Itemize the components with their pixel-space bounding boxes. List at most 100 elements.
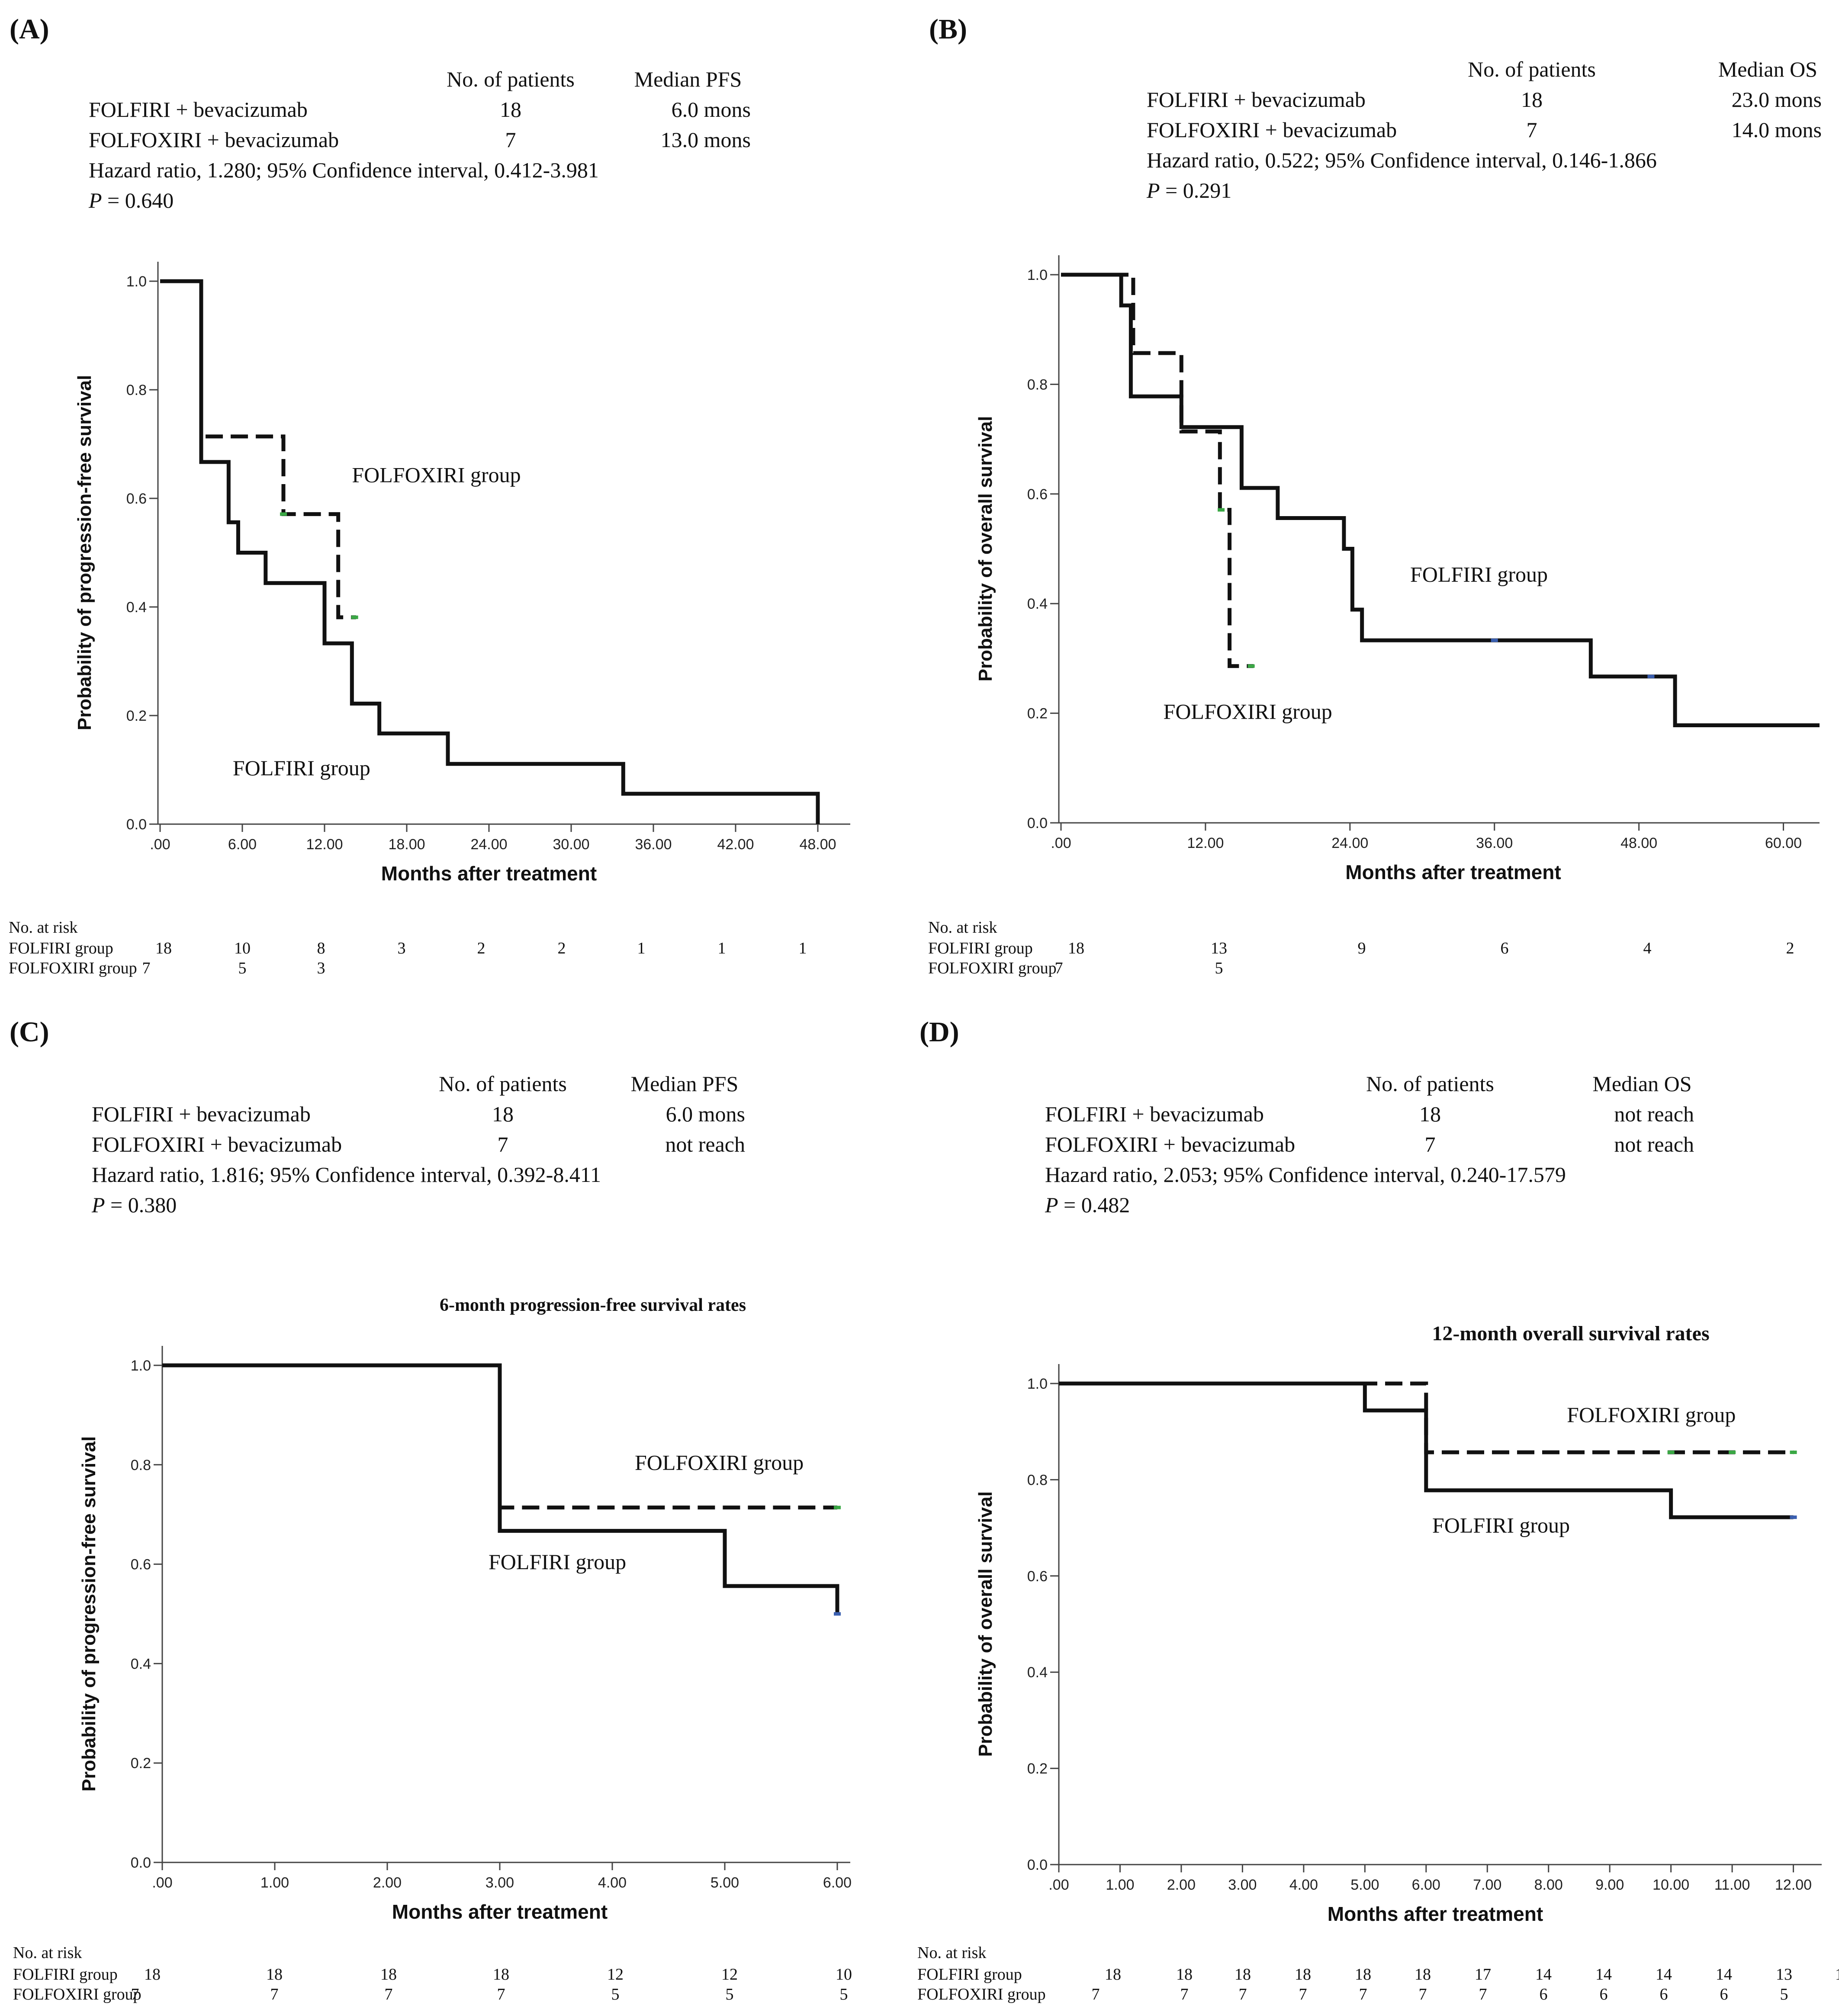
risk-table-header: No. at risk <box>917 1944 987 1962</box>
risk-count: 14 <box>1535 1965 1552 1984</box>
chart-title: 12-month overall survival rates <box>1432 1322 1709 1345</box>
risk-count: 5 <box>238 959 247 977</box>
legend: No. of patients Median PFS FOLFIRI + bev… <box>92 1069 784 1220</box>
p-value: = 0.482 <box>1058 1193 1130 1217</box>
x-tick-label: 9.00 <box>1595 1877 1624 1893</box>
legend-row-n: 18 <box>492 1102 514 1126</box>
legend-row-name: FOLFIRI + bevacizumab <box>1045 1102 1264 1126</box>
x-axis-label: Months after treatment <box>381 862 597 885</box>
y-tick-label: 0.4 <box>1027 596 1048 612</box>
km-plot: 0.0 0.2 0.4 0.6 0.8 1.0 .00 6.00 12.00 18.00 24.00… <box>74 262 850 885</box>
x-tick-label: 10.00 <box>1653 1877 1689 1893</box>
legend-row-median: not reach <box>665 1132 745 1156</box>
p-label: P <box>89 188 102 212</box>
y-tick-label: 0.6 <box>126 491 147 507</box>
risk-count: 13 <box>1211 939 1227 957</box>
risk-row-name: FOLFIRI group <box>13 1965 118 1984</box>
x-tick-label: 60.00 <box>1765 835 1802 851</box>
risk-count: 8 <box>317 939 325 957</box>
legend-row-n: 18 <box>1419 1102 1441 1126</box>
x-tick-label: 12.00 <box>1187 835 1224 851</box>
y-tick-label: 0.8 <box>1027 1472 1048 1488</box>
x-tick-label: 1.00 <box>1106 1877 1134 1893</box>
risk-count: 5 <box>725 1985 734 2003</box>
risk-count: 7 <box>384 1985 393 2003</box>
y-tick-label: 0.0 <box>1027 1857 1048 1873</box>
legend: No. of patients Median PFS FOLFIRI + bev… <box>89 64 781 215</box>
censor-mark <box>280 512 287 516</box>
x-tick-label: 18.00 <box>388 836 425 853</box>
panel-label: (B) <box>929 13 967 45</box>
folfiri-survival-curve <box>1061 273 1820 727</box>
x-tick-label: 4.00 <box>598 1875 627 1891</box>
p-value: = 0.291 <box>1160 178 1232 202</box>
risk-table-header: No. at risk <box>928 918 997 937</box>
risk-count: 4 <box>1643 939 1652 957</box>
risk-count: 13 <box>1776 1965 1792 1984</box>
x-tick-label: 24.00 <box>1331 835 1368 851</box>
legend-row-name: FOLFOXIRI + bevacizumab <box>89 128 339 152</box>
risk-count: 7 <box>1479 1985 1487 2003</box>
legend-col-patients: No. of patients <box>447 67 575 91</box>
panel-a: (A) No. of patients Median PFS FOLFIRI +… <box>0 0 920 1008</box>
risk-count: 2 <box>1786 939 1794 957</box>
x-tick-label: 3.00 <box>1228 1877 1257 1893</box>
risk-table: No. at risk FOLFIRI group 18 18 18 18 12 12 10 FO… <box>13 1942 913 2007</box>
risk-count: 18 <box>1415 1965 1431 1984</box>
p-value: = 0.640 <box>102 188 174 212</box>
y-tick-label: 0.4 <box>126 599 147 616</box>
risk-row-name: FOLFOXIRI group <box>13 1985 141 2003</box>
risk-count: 14 <box>1716 1965 1732 1984</box>
risk-count: 7 <box>1418 1985 1427 2003</box>
risk-count: 10 <box>836 1965 852 1984</box>
legend-hazard-ratio: Hazard ratio, 1.816; 95% Confidence inte… <box>92 1159 784 1190</box>
risk-row-name: FOLFIRI group <box>9 939 113 957</box>
x-tick-label: .00 <box>150 836 170 853</box>
x-tick-label: 6.00 <box>1412 1877 1440 1893</box>
risk-count: 7 <box>270 1985 279 2003</box>
risk-count: 7 <box>1055 959 1063 977</box>
y-tick-label: 0.6 <box>1027 1568 1048 1585</box>
risk-count: 18 <box>266 1965 283 1984</box>
censor-mark <box>1729 1451 1736 1454</box>
curve-annotation: FOLFIRI group <box>1432 1513 1570 1538</box>
y-tick-label: 0.2 <box>126 708 147 724</box>
risk-count: 17 <box>1475 1965 1491 1984</box>
x-axis-label: Months after treatment <box>1328 1903 1543 1925</box>
y-axis-label: Probability of overall survival <box>975 416 996 682</box>
censor-mark <box>1247 664 1255 668</box>
y-tick-label: 1.0 <box>126 273 147 290</box>
legend-hazard-ratio: Hazard ratio, 1.280; 95% Confidence inte… <box>89 155 781 185</box>
risk-count: 3 <box>397 939 406 957</box>
y-axis-label: Probability of progression-free survival <box>74 375 95 731</box>
legend-col-patients: No. of patients <box>439 1072 567 1096</box>
x-tick-label: 5.00 <box>711 1875 739 1891</box>
risk-table-header: No. at risk <box>13 1944 82 1962</box>
panel-label: (A) <box>10 13 49 45</box>
curve-annotation: FOLFOXIRI group <box>1164 699 1332 723</box>
legend-row-name: FOLFIRI + bevacizumab <box>92 1102 311 1126</box>
x-tick-label: 6.00 <box>228 836 257 853</box>
legend-row: FOLFOXIRI + bevacizumab 7 not reach <box>1045 1129 1737 1159</box>
legend-row-median: 13.0 mons <box>660 128 751 152</box>
risk-count: 18 <box>380 1965 397 1984</box>
legend-row-n: 7 <box>497 1132 508 1156</box>
y-tick-label: 0.8 <box>131 1457 151 1473</box>
curve-annotation: FOLFIRI group <box>1410 562 1548 587</box>
risk-count: 7 <box>1238 1985 1247 2003</box>
folfoxiri-survival-curve <box>1061 273 1254 668</box>
x-tick-label: 36.00 <box>635 836 672 853</box>
risk-count: 18 <box>144 1965 161 1984</box>
risk-count: 18 <box>155 939 172 957</box>
risk-count: 7 <box>1359 1985 1367 2003</box>
x-tick-label: 12.00 <box>1775 1877 1812 1893</box>
legend: No. of patients Median OS FOLFIRI + beva… <box>1045 1069 1737 1220</box>
legend-header: No. of patients Median PFS <box>89 64 781 94</box>
risk-count: 12 <box>721 1965 738 1984</box>
censor-mark <box>1790 1451 1797 1454</box>
x-tick-label: 24.00 <box>470 836 507 853</box>
km-plot: 0.0 0.2 0.4 0.6 0.8 1.0 .00 1.00 2.00 3.00 4.00 5.0… <box>78 1295 852 1923</box>
censor-mark <box>351 615 358 619</box>
risk-count: 18 <box>1295 1965 1311 1984</box>
risk-count: 5 <box>1215 959 1223 977</box>
